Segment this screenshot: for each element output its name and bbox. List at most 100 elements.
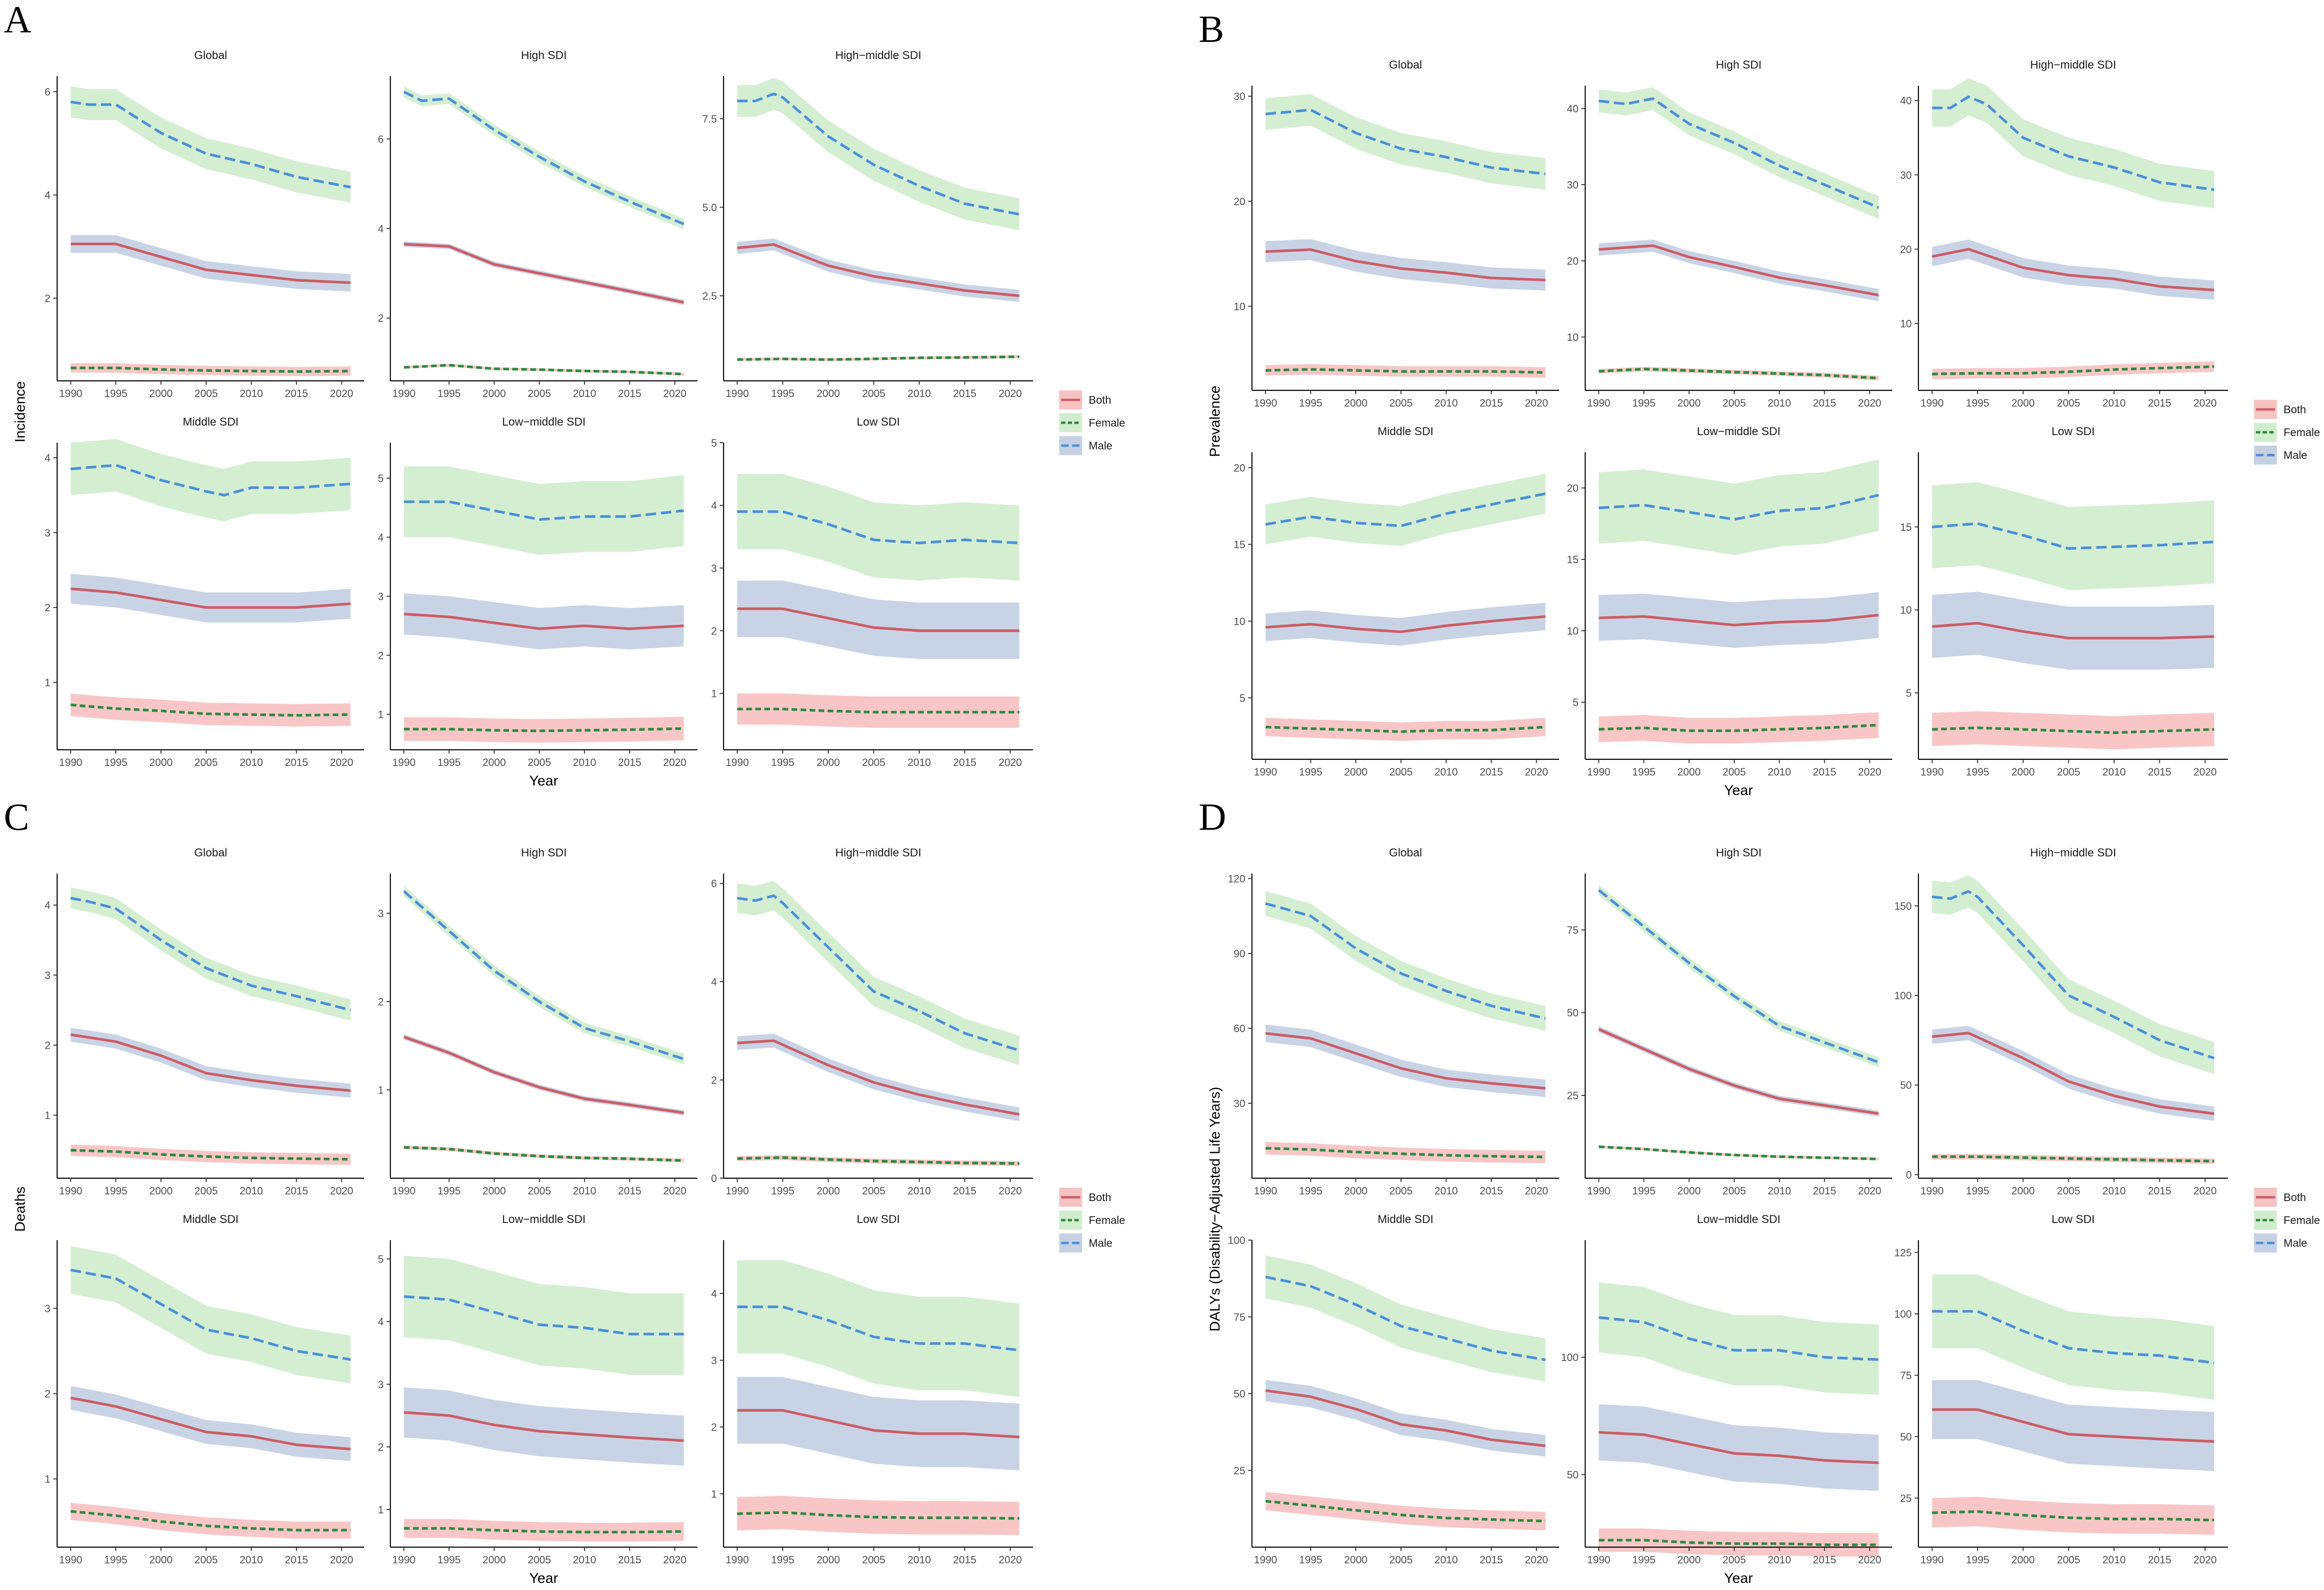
band-both (404, 1387, 684, 1466)
x-tick-label: 2020 (330, 756, 353, 768)
x-tick-label: 1995 (437, 1554, 461, 1566)
x-tick-label: 2020 (330, 1554, 353, 1566)
line-female (70, 1149, 351, 1161)
line-male (403, 90, 685, 226)
y-axis-title: DALYs (Disability−Adjusted Life Years) (1207, 1087, 1223, 1332)
x-tick-label: 2000 (149, 388, 173, 399)
facet-low-sdi: Low SDI 1 2 3 4 1990 1995 2000 2005 2010 2015 2020 (711, 1213, 1033, 1566)
line-male (1599, 1316, 1879, 1361)
y-tick-label: 30 (1567, 179, 1579, 191)
line-female (737, 707, 1020, 714)
line-male (737, 894, 1020, 1052)
y-tick-label: 4 (711, 1288, 717, 1300)
y-tick-label: 3 (711, 1354, 717, 1366)
line-female (1599, 1145, 1879, 1161)
line-male (70, 100, 351, 189)
line-male (1932, 95, 2215, 191)
panel-letter-D: D (1199, 796, 1226, 838)
x-tick-label: 2010 (1768, 1554, 1791, 1566)
y-tick-label: 5 (711, 437, 717, 449)
x-tick-label: 2020 (1858, 766, 1881, 778)
x-tick-label: 1990 (1254, 397, 1277, 409)
x-tick-label: 2015 (953, 756, 976, 768)
x-tick-label: 2020 (999, 1185, 1022, 1197)
legend: Both Female Male (2254, 1188, 2320, 1252)
facet-title: Global (194, 846, 227, 859)
line-male (1265, 109, 1546, 176)
x-tick-label: 2020 (999, 1554, 1022, 1566)
y-tick-label: 1 (45, 1110, 50, 1122)
facet-low-sdi: Low SDI 25 50 75 100 125 1990 1995 2000 2005 2010 2… (1894, 1213, 2228, 1566)
facet-middle-sdi: Middle SDI 25 50 75 100 1990 1995 2000 2005 2010 2… (1228, 1213, 1559, 1566)
x-tick-label: 2020 (330, 388, 353, 399)
x-tick-label: 2020 (1858, 1554, 1881, 1566)
band-both (1932, 239, 2215, 300)
x-tick-label: 1995 (1299, 1554, 1322, 1566)
x-tick-label: 2015 (1480, 766, 1503, 778)
line-both (1265, 248, 1546, 282)
line-both (1599, 244, 1879, 297)
line-male (70, 1268, 351, 1361)
panel-letter-B: B (1199, 9, 1224, 50)
y-tick-label: 50 (1234, 1388, 1245, 1400)
line-both (404, 1411, 684, 1442)
x-tick-label: 2010 (1434, 1185, 1458, 1197)
band-male (404, 1255, 684, 1375)
x-tick-label: 2005 (1723, 397, 1746, 409)
y-tick-label: 2 (378, 312, 384, 324)
x-axis-title: Year (529, 1570, 558, 1586)
x-tick-label: 1990 (1254, 766, 1277, 778)
line-male (1599, 494, 1879, 521)
facet-title: Middle SDI (183, 416, 238, 428)
x-tick-label: 1990 (392, 1185, 416, 1197)
band-both (1932, 1380, 2215, 1471)
x-tick-label: 2010 (908, 1554, 931, 1566)
x-tick-label: 2005 (1390, 766, 1413, 778)
line-both (737, 243, 1020, 298)
line-female (1265, 1500, 1546, 1522)
facet-low-middle-sdi: Low−middle SDI 5 10 15 20 1990 1995 2000 2005 201… (1567, 425, 1892, 778)
line-male (1932, 522, 2215, 550)
facet-low-middle-sdi: Low−middle SDI 1 2 3 4 5 1990 1995 2000 2005 2010 2… (378, 1213, 697, 1566)
x-tick-label: 1995 (1299, 766, 1322, 778)
facet-high-middle-sdi: High−middle SDI 0 2 4 6 1990 1995 2000 2005 2010 2… (711, 846, 1033, 1197)
legend-label-both: Both (1089, 394, 1111, 406)
y-tick-label: 25 (1234, 1465, 1245, 1477)
facet-title: High−middle SDI (835, 846, 922, 859)
x-tick-label: 2015 (618, 756, 641, 768)
band-both (1265, 1380, 1546, 1457)
y-tick-label: 4 (711, 500, 717, 512)
y-tick-label: 2 (45, 1039, 50, 1051)
y-tick-label: 1 (378, 709, 384, 721)
x-tick-label: 2005 (528, 388, 551, 399)
y-tick-label: 3 (45, 969, 50, 981)
x-tick-label: 2000 (1344, 1554, 1368, 1566)
y-tick-label: 10 (1567, 625, 1579, 637)
band-male (1265, 891, 1546, 1031)
x-tick-label: 1995 (1299, 1185, 1322, 1197)
x-tick-label: 2010 (908, 388, 931, 399)
line-male (404, 1295, 684, 1336)
band-both (70, 1386, 351, 1461)
band-both (737, 238, 1020, 302)
facet-high-middle-sdi: High−middle SDI 0 50 100 150 1990 1995 2000 2005… (1894, 846, 2228, 1197)
x-tick-label: 2015 (953, 1185, 976, 1197)
facet-title: Middle SDI (183, 1213, 238, 1226)
x-tick-label: 2015 (2148, 397, 2171, 409)
x-tick-label: 2020 (663, 388, 686, 399)
facet-title: High SDI (521, 49, 566, 62)
band-female (1265, 1491, 1546, 1530)
band-male (737, 1260, 1020, 1397)
y-tick-label: 30 (1234, 1098, 1245, 1110)
line-both (70, 242, 351, 284)
x-tick-label: 2000 (2011, 766, 2035, 778)
x-tick-label: 2020 (999, 388, 1022, 399)
y-tick-label: 4 (45, 189, 50, 201)
line-both (1265, 1389, 1546, 1447)
band-male (1599, 87, 1879, 219)
x-tick-label: 1995 (1966, 1185, 1989, 1197)
x-tick-label: 2005 (2057, 1185, 2080, 1197)
panel-letter-A: A (4, 0, 31, 41)
x-tick-label: 1995 (104, 1185, 128, 1197)
